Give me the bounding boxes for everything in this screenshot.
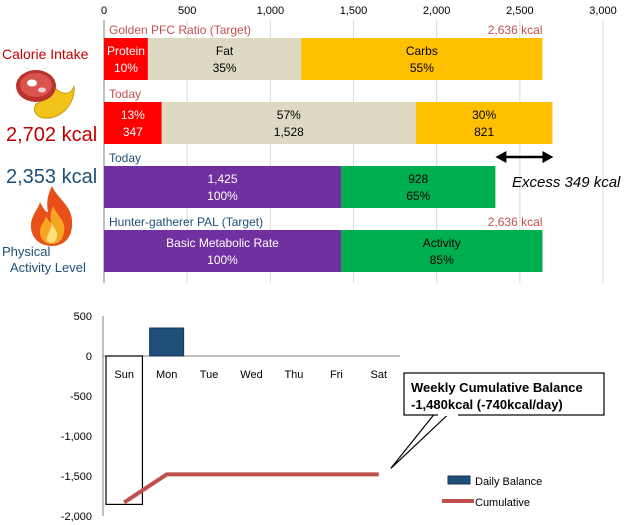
meat-banana-icon — [16, 70, 75, 119]
pal-label-line1: Physical — [2, 244, 51, 259]
row-caption: Hunter-gatherer PAL (Target) — [109, 215, 263, 229]
row-total-label: 2,636 kcal — [488, 23, 543, 37]
legend-swatch-bar — [447, 475, 471, 485]
segment-label: 100% — [207, 253, 238, 267]
segment-label: 55% — [410, 61, 434, 75]
segment-label: 85% — [430, 253, 454, 267]
y-tick-label: 0 — [86, 351, 92, 363]
bar-segment — [341, 230, 543, 272]
segment-label: Basic Metabolic Rate — [166, 236, 279, 250]
callout-join — [438, 413, 458, 416]
y-tick-label: -2,000 — [61, 511, 92, 523]
excess-arrowhead-right — [542, 151, 554, 163]
x-category-label: Mon — [156, 369, 177, 381]
segment-label: Protein — [107, 44, 145, 58]
x-category-label: Fri — [330, 369, 343, 381]
bar-segment — [341, 166, 496, 208]
segment-label: 30% — [472, 108, 496, 122]
callout-box — [403, 372, 605, 416]
left-panel: Calorie Intake 2,702 kcal 2,353 kcal Phy… — [0, 0, 100, 290]
row-caption: Today — [109, 87, 141, 101]
bar-segment — [104, 230, 342, 272]
x-tick-label: 1,500 — [340, 5, 368, 17]
segment-label: Fat — [216, 44, 234, 58]
intake-kcal-value: 2,702 kcal — [6, 124, 98, 146]
x-tick-label: 1,000 — [257, 5, 285, 17]
segment-label: 13% — [121, 108, 145, 122]
x-category-label: Sun — [114, 369, 134, 381]
segment-label: 821 — [474, 125, 494, 139]
callout-line1: Weekly Cumulative Balance — [411, 380, 583, 395]
x-tick-label: 0 — [101, 5, 107, 17]
callout-pointer — [390, 406, 458, 469]
segment-label: Carbs — [406, 44, 438, 58]
legend-label-line: Cumulative — [475, 497, 530, 509]
y-tick-label: -1,500 — [61, 471, 92, 483]
bar-segment — [147, 38, 302, 80]
row-caption: Golden PFC Ratio (Target) — [109, 23, 251, 37]
x-category-label: Wed — [240, 369, 262, 381]
bar-segment — [104, 102, 162, 144]
daily-balance-bar — [149, 327, 185, 357]
row-total-label: 2,636 kcal — [488, 215, 543, 229]
bar-segment — [301, 38, 543, 80]
burn-kcal-value: 2,353 kcal — [6, 166, 98, 188]
segment-label: 35% — [213, 61, 237, 75]
x-tick-label: 3,000 — [589, 5, 617, 17]
y-tick-label: -1,000 — [61, 431, 92, 443]
excess-arrowhead-left — [495, 151, 507, 163]
segment-label: 65% — [406, 189, 430, 203]
sun-highlight-box — [105, 355, 144, 505]
x-category-label: Sat — [371, 369, 388, 381]
segment-label: 57% — [277, 108, 301, 122]
row-caption: Today — [109, 151, 141, 165]
bar-segment — [104, 38, 148, 80]
x-tick-label: 2,000 — [423, 5, 451, 17]
x-tick-label: 500 — [178, 5, 196, 17]
legend-label-bar: Daily Balance — [475, 476, 542, 488]
cumulative-line — [123, 472, 379, 505]
x-tick-label: 2,500 — [506, 5, 534, 17]
excess-annotation: Excess 349 kcal — [512, 174, 621, 191]
callout-line2: -1,480kcal (-740kcal/day) — [411, 397, 563, 412]
flame-icon — [30, 186, 73, 246]
pal-label-line2: Activity Level — [10, 260, 86, 275]
bar-segment — [104, 166, 342, 208]
segment-label: 928 — [408, 172, 428, 186]
bar-segment — [161, 102, 416, 144]
stacked-bar-chart: 0 500 1,000 1,500 2,000 2,500 3,000 Golden PFC … — [101, 5, 621, 283]
weekly-balance-chart: 500 0 -500 -1,000 -1,500 -2,000 Sun Mon Tue Wed Th… — [61, 311, 605, 523]
x-category-label: Thu — [284, 369, 303, 381]
segment-label: 1,425 — [207, 172, 237, 186]
bar-segment — [415, 102, 553, 144]
x-category-label: Tue — [200, 369, 219, 381]
segment-label: Activity — [423, 236, 461, 250]
segment-label: 10% — [114, 61, 138, 75]
segment-label: 100% — [207, 189, 238, 203]
segment-label: 1,528 — [274, 125, 304, 139]
segment-label: 347 — [123, 125, 143, 139]
y-tick-label: -500 — [70, 391, 92, 403]
calorie-intake-label: Calorie Intake — [2, 46, 89, 62]
y-tick-label: 500 — [74, 311, 92, 323]
